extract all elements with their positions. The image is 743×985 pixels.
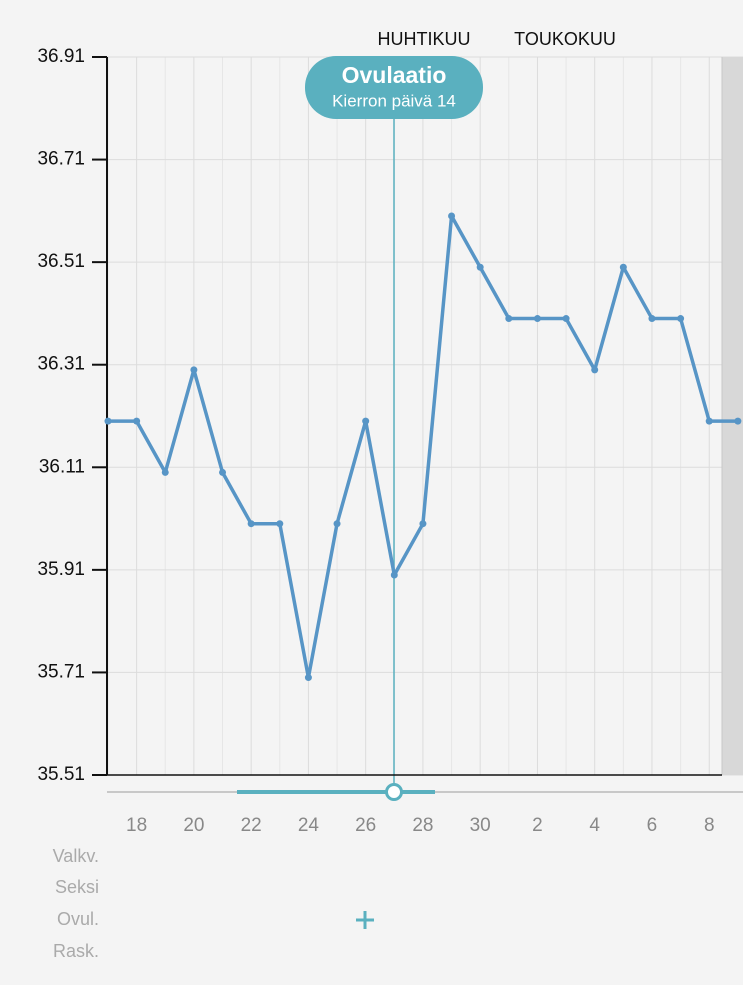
x-tick-label: 8 — [704, 815, 715, 836]
y-tick-label: 35.91 — [37, 559, 85, 580]
x-tick-label: 28 — [412, 815, 433, 836]
temperature-point — [390, 571, 398, 579]
temperature-point — [419, 520, 427, 528]
temperature-point — [219, 468, 227, 476]
temperature-point — [533, 315, 541, 323]
temperature-point — [133, 417, 141, 425]
temperature-point — [190, 366, 198, 374]
x-tick-label: 20 — [183, 815, 204, 836]
temperature-point — [104, 417, 112, 425]
temperature-point — [448, 212, 456, 220]
x-tick-label: 18 — [126, 815, 147, 836]
x-tick-label: 4 — [589, 815, 600, 836]
temperature-point — [333, 520, 341, 528]
x-tick-label: 22 — [241, 815, 262, 836]
month-label: HUHTIKUU — [378, 29, 471, 49]
row-label: Valkv. — [53, 846, 99, 866]
temperature-point — [362, 417, 370, 425]
temperature-point — [304, 674, 312, 682]
temperature-point — [619, 263, 627, 271]
row-label: Seksi — [55, 877, 99, 897]
temperature-point — [648, 315, 656, 323]
x-tick-label: 6 — [647, 815, 658, 836]
temperature-point — [705, 417, 713, 425]
y-tick-label: 36.71 — [37, 149, 85, 170]
temperature-point — [505, 315, 513, 323]
add-ovulation[interactable] — [356, 911, 374, 929]
scroll-handle[interactable] — [385, 783, 403, 801]
row-label: Ovul. — [57, 909, 99, 929]
y-tick-label: 35.51 — [37, 764, 85, 785]
temperature-point — [276, 520, 284, 528]
temperature-point — [734, 417, 742, 425]
temperature-point — [247, 520, 255, 528]
row-label: Rask. — [53, 941, 99, 961]
callout-subtitle: Kierron päivä 14 — [332, 91, 456, 110]
future-shade — [722, 57, 743, 775]
x-tick-label: 30 — [470, 815, 491, 836]
temperature-point — [562, 315, 570, 323]
y-tick-label: 35.71 — [37, 661, 85, 682]
temperature-point — [476, 263, 484, 271]
x-tick-label: 24 — [298, 815, 320, 836]
x-tick-label: 2 — [532, 815, 543, 836]
y-tick-label: 36.51 — [37, 251, 85, 272]
temperature-point — [591, 366, 599, 374]
ovulation-callout[interactable] — [305, 56, 483, 119]
temperature-point — [677, 315, 685, 323]
x-tick-label: 26 — [355, 815, 376, 836]
callout-title: Ovulaatio — [342, 62, 447, 88]
temperature-point — [161, 468, 169, 476]
month-label: TOUKOKUU — [514, 29, 616, 49]
y-tick-label: 36.91 — [37, 46, 85, 67]
y-tick-label: 36.11 — [39, 456, 85, 477]
y-tick-label: 36.31 — [37, 354, 85, 375]
